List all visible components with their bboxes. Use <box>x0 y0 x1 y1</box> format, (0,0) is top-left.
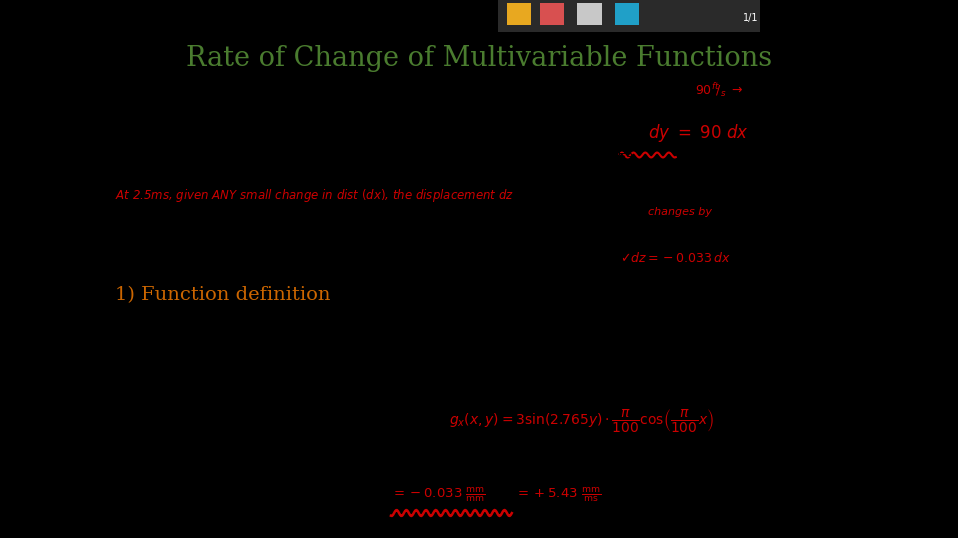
Text: 3) Table of values: 3) Table of values <box>516 146 633 159</box>
Text: $g_x(x,y) = 3\sin(2.765y)\cdot\dfrac{\pi}{100}\cos\!\left(\dfrac{\pi}{100}x\righ: $g_x(x,y) = 3\sin(2.765y)\cdot\dfrac{\pi… <box>449 407 714 434</box>
Text: 2) Surface in R3: 2) Surface in R3 <box>320 146 427 159</box>
Text: 1/1: 1/1 <box>743 13 759 23</box>
Text: $z$: $z$ <box>598 296 606 309</box>
Text: $= 1.43\ \mathrm{mm}$: $= 1.43\ \mathrm{mm}$ <box>254 489 331 501</box>
Text: Determine and analyze partial derivatives in each of these contexts: Determine and analyze partial derivative… <box>123 222 578 235</box>
Text: $70\ dx$: $70\ dx$ <box>638 346 669 358</box>
Text: changes by: changes by <box>648 207 712 217</box>
Text: The displacement in mm of a point on a guitar string $x$ mm from the end: The displacement in mm of a point on a g… <box>123 351 606 369</box>
Text: Find and interpret  $g(70,2.5)$,  $g_x(70,2.5)$, and $g_y(70,2.5)$: Find and interpret $g(70,2.5)$, $g_x(70,… <box>123 451 504 469</box>
FancyBboxPatch shape <box>498 0 760 32</box>
Text: of the string at $y$ milliseconds after the string is plucked is given by: of the string at $y$ milliseconds after … <box>123 377 572 393</box>
Text: $x$: $x$ <box>528 345 537 358</box>
Text: 4) Contour plot in xy-plane: 4) Contour plot in xy-plane <box>123 166 302 180</box>
Bar <box>507 3 532 25</box>
Text: $90^{ft}\!/_{s}\ \rightarrow$: $90^{ft}\!/_{s}\ \rightarrow$ <box>695 81 743 99</box>
Bar <box>540 3 564 25</box>
Text: At 2.5ms, given ANY small change in dist $(dx)$, the displacement $dz$: At 2.5ms, given ANY small change in dist… <box>116 188 514 204</box>
Text: 1) Function definition: 1) Function definition <box>116 286 331 304</box>
Text: Rate of Change of Multivariable Functions: Rate of Change of Multivariable Function… <box>186 45 772 72</box>
Text: $\checkmark dz = -0.033\,dx$: $\checkmark dz = -0.033\,dx$ <box>620 251 730 265</box>
Text: 1) Function definition: 1) Function definition <box>123 146 265 159</box>
Text: $= -0.033\ \frac{\mathrm{mm}}{\mathrm{mm}}$: $= -0.033\ \frac{\mathrm{mm}}{\mathrm{mm… <box>391 486 486 504</box>
Text: |: | <box>504 486 510 504</box>
Text: |: | <box>380 486 386 504</box>
Bar <box>578 3 602 25</box>
Text: Recall 4 primary representations of a 2-variable, real-valued function:: Recall 4 primary representations of a 2-… <box>123 105 588 118</box>
Text: $g(x,y) = 3\sin\!\left(\pi\,\dfrac{x}{100}\right)\cdot\sin(2.765\,y)$: $g(x,y) = 3\sin\!\left(\pi\,\dfrac{x}{10… <box>123 405 378 435</box>
Text: $dy\ =\ 90\ dx$: $dy\ =\ 90\ dx$ <box>648 122 748 144</box>
Bar <box>615 3 639 25</box>
Text: $= +5.43\ \frac{\mathrm{mm}}{\mathrm{ms}}$: $= +5.43\ \frac{\mathrm{mm}}{\mathrm{ms}… <box>514 486 601 504</box>
Text: $\Longrightarrow$: $\Longrightarrow$ <box>411 410 444 429</box>
